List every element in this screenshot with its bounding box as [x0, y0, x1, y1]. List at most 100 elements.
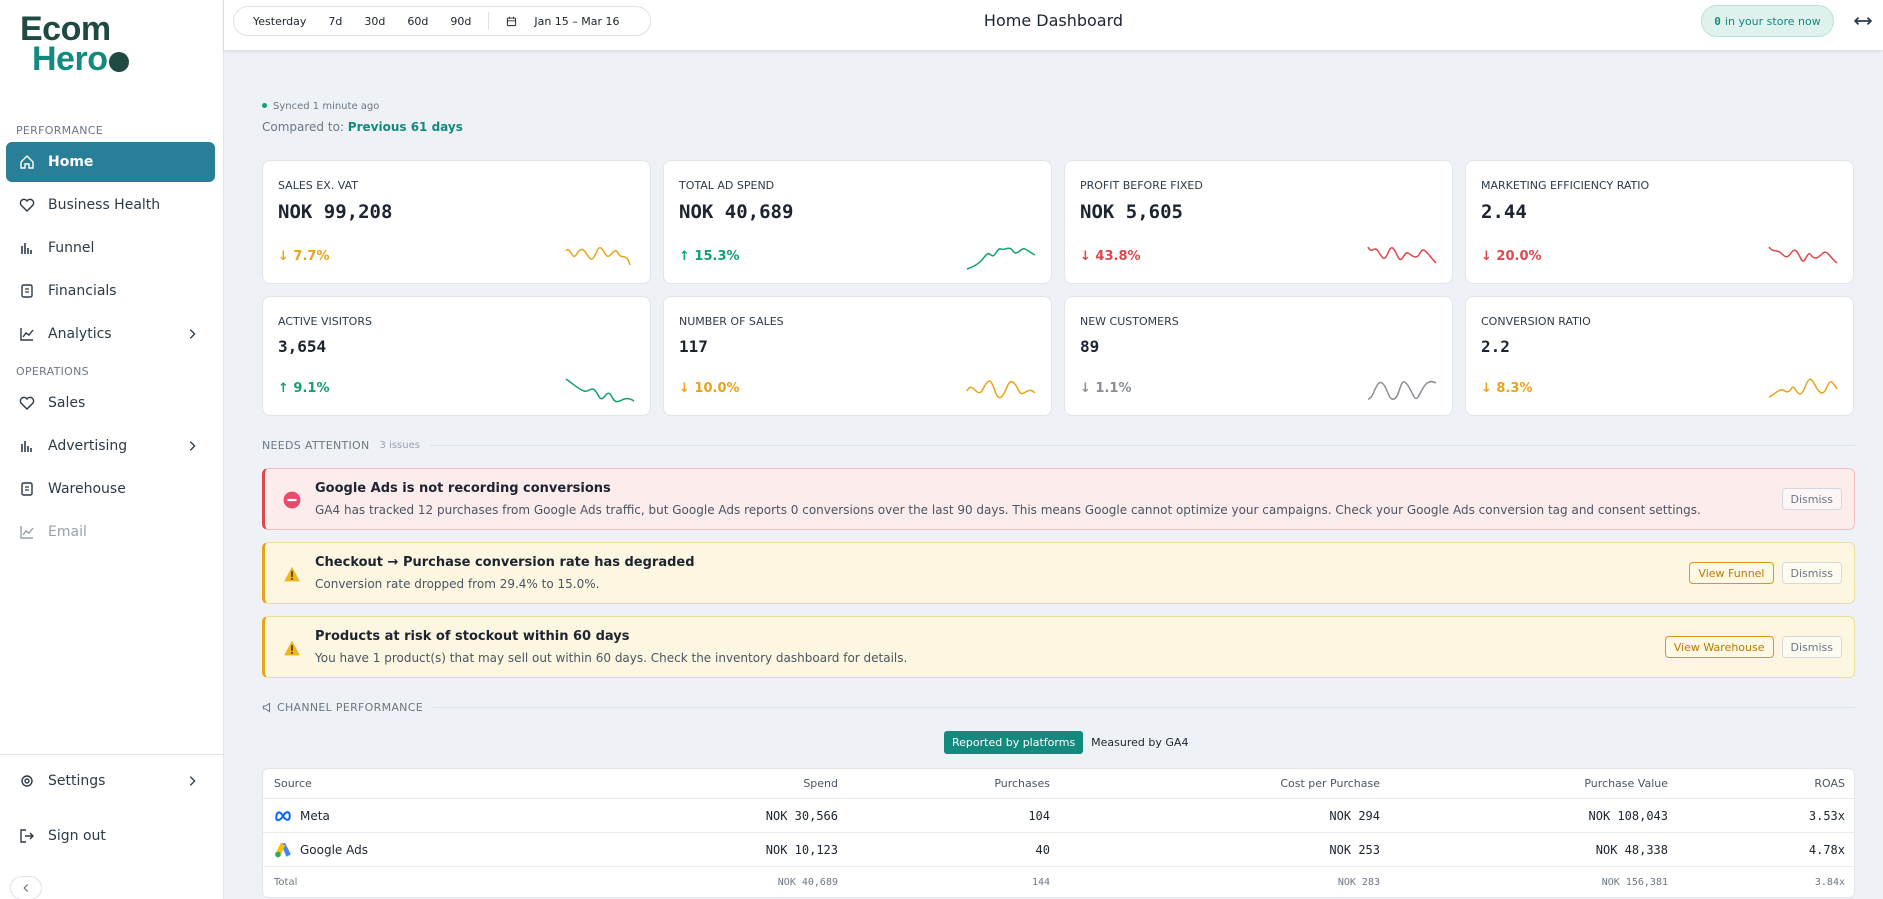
- comparison-label: Compared to:: [262, 120, 344, 134]
- icon: [21, 775, 33, 787]
- nav-label: Sales: [48, 395, 86, 411]
- sparkline: [1768, 378, 1838, 398]
- icon: [20, 829, 34, 843]
- icon: [19, 198, 35, 212]
- live-count: 0: [1714, 14, 1721, 28]
- nav-item[interactable]: Financials: [6, 271, 215, 311]
- cell-text: NOK 10,123: [765, 842, 838, 857]
- kpi-label: NEW CUSTOMERS: [1080, 315, 1179, 328]
- alert-text: You have 1 product(s) that may sell out …: [315, 651, 908, 665]
- range-option[interactable]: 30d: [364, 14, 386, 28]
- cell-text: 4.78x: [1808, 842, 1845, 857]
- icon: [21, 441, 32, 452]
- nav-item[interactable]: Analytics: [6, 314, 215, 354]
- alert-button[interactable]: Dismiss: [1781, 488, 1842, 510]
- alert-button[interactable]: View Funnel: [1689, 562, 1774, 584]
- alert-actions: View Funnel Dismiss: [1689, 562, 1842, 584]
- nav-item[interactable]: Home: [6, 142, 215, 182]
- collapse-button[interactable]: [10, 876, 42, 899]
- nav-item[interactable]: Business Health: [6, 185, 215, 225]
- cell-text: NOK 253: [1329, 842, 1380, 857]
- kpi-card: MARKETING EFFICIENCY RATIO 2.44 ↓ 20.0%: [1465, 160, 1854, 284]
- section-rule: [429, 445, 1855, 446]
- cell-text: Meta: [300, 808, 330, 823]
- alert-button[interactable]: Dismiss: [1781, 636, 1842, 658]
- channel-logo: [275, 842, 291, 857]
- alert-icon: [283, 491, 301, 509]
- table-cell: NOK 253: [1061, 843, 1391, 857]
- date-range[interactable]: Jan 15 – Mar 16: [495, 15, 641, 28]
- table-cell: 4.78x: [1679, 842, 1854, 857]
- expand-button[interactable]: [1854, 12, 1872, 30]
- channel-table: Source Spend Purchases Cost per Purchase Pur…: [262, 768, 1855, 898]
- kpi-card: SALES EX. VAT NOK 99,208 ↓ 7.7%: [262, 160, 651, 284]
- cell-text: NOK 30,566: [765, 808, 838, 823]
- alert-button[interactable]: View Warehouse: [1664, 636, 1774, 658]
- section-title: CHANNEL PERFORMANCE: [277, 701, 423, 714]
- issue-count: 3 issues: [379, 440, 420, 451]
- total-cell: 144: [1031, 876, 1050, 888]
- comparison-value[interactable]: Previous 61 days: [347, 120, 463, 134]
- date-range-text: Jan 15 – Mar 16: [534, 14, 620, 28]
- nav-item[interactable]: Warehouse: [6, 469, 215, 509]
- total-cell: Total: [274, 876, 298, 888]
- column-header: ROAS: [1814, 777, 1845, 790]
- nav-item[interactable]: Settings: [6, 761, 215, 801]
- alert-button[interactable]: Dismiss: [1781, 562, 1842, 584]
- kpi-card: PROFIT BEFORE FIXED NOK 5,605 ↓ 43.8%: [1064, 160, 1453, 284]
- range-option[interactable]: 7d: [328, 14, 343, 28]
- nav-label: Settings: [48, 773, 106, 789]
- comparison: Compared to: Previous 61 days: [262, 120, 463, 134]
- logo-text: Hero: [32, 40, 108, 78]
- kpi-value: 2.44: [1481, 201, 1527, 223]
- nav-item[interactable]: Sign out: [6, 816, 215, 856]
- cell-text: 104: [1028, 808, 1050, 823]
- kpi-card: NEW CUSTOMERS 89 ↓ 1.1%: [1064, 296, 1453, 416]
- kpi-value: NOK 99,208: [278, 201, 393, 223]
- column-header: Source: [274, 777, 312, 790]
- section-rule: [432, 707, 1855, 708]
- table-row: Google Ads NOK 10,123 40 NOK 253 NOK 48,338 4…: [263, 833, 1854, 867]
- alert-title: Checkout → Purchase conversion rate has …: [315, 555, 695, 570]
- cell-text: NOK 48,338: [1595, 842, 1668, 857]
- kpi-change: ↑ 9.1%: [278, 381, 330, 396]
- nav-item[interactable]: Sales: [6, 383, 215, 423]
- alert: Google Ads is not recording conversions G…: [262, 468, 1855, 530]
- column-header: Purchases: [994, 777, 1050, 790]
- kpi-value: NOK 5,605: [1080, 201, 1183, 223]
- kpi-card: NUMBER OF SALES 117 ↓ 10.0%: [663, 296, 1052, 416]
- live-text: in your store now: [1724, 14, 1821, 28]
- table-cell: NOK 48,338: [1391, 843, 1679, 857]
- kpi-change: ↑ 15.3%: [679, 249, 740, 264]
- tab[interactable]: Reported by platforms: [944, 731, 1084, 754]
- nav-label: Business Health: [48, 197, 161, 213]
- alert-title: Products at risk of stockout within 60 d…: [315, 629, 630, 644]
- tab[interactable]: Measured by GA4: [1091, 736, 1189, 749]
- cell-text: NOK 294: [1329, 808, 1380, 823]
- nav-label: Analytics: [48, 326, 112, 342]
- icon: [21, 243, 32, 254]
- range-option[interactable]: Yesterday: [253, 14, 307, 28]
- range-option[interactable]: 90d: [450, 14, 472, 28]
- alert-actions: Dismiss: [1781, 488, 1842, 510]
- alert-text: GA4 has tracked 12 purchases from Google…: [315, 503, 1701, 517]
- kpi-label: CONVERSION RATIO: [1481, 315, 1591, 328]
- nav-item[interactable]: Email: [6, 512, 215, 552]
- total-cell: NOK 156,381: [1601, 876, 1668, 888]
- alert-text: Conversion rate dropped from 29.4% to 15…: [315, 577, 600, 591]
- chevron: [189, 441, 196, 451]
- channel-logo: [275, 810, 291, 821]
- column-header: Spend: [803, 777, 838, 790]
- kpi-change: ↓ 20.0%: [1481, 249, 1542, 264]
- nav-section-label: PERFORMANCE: [16, 124, 104, 137]
- chevron: [189, 776, 196, 786]
- alert-actions: View Warehouse Dismiss: [1664, 636, 1842, 658]
- section-header: CHANNEL PERFORMANCE: [262, 701, 1855, 714]
- column-header: Cost per Purchase: [1280, 777, 1380, 790]
- nav-item[interactable]: Funnel: [6, 228, 215, 268]
- alert: Checkout → Purchase conversion rate has …: [262, 542, 1855, 604]
- icon: [23, 884, 29, 892]
- alert-title: Google Ads is not recording conversions: [315, 481, 611, 496]
- nav-item[interactable]: Advertising: [6, 426, 215, 466]
- range-option[interactable]: 60d: [407, 14, 429, 28]
